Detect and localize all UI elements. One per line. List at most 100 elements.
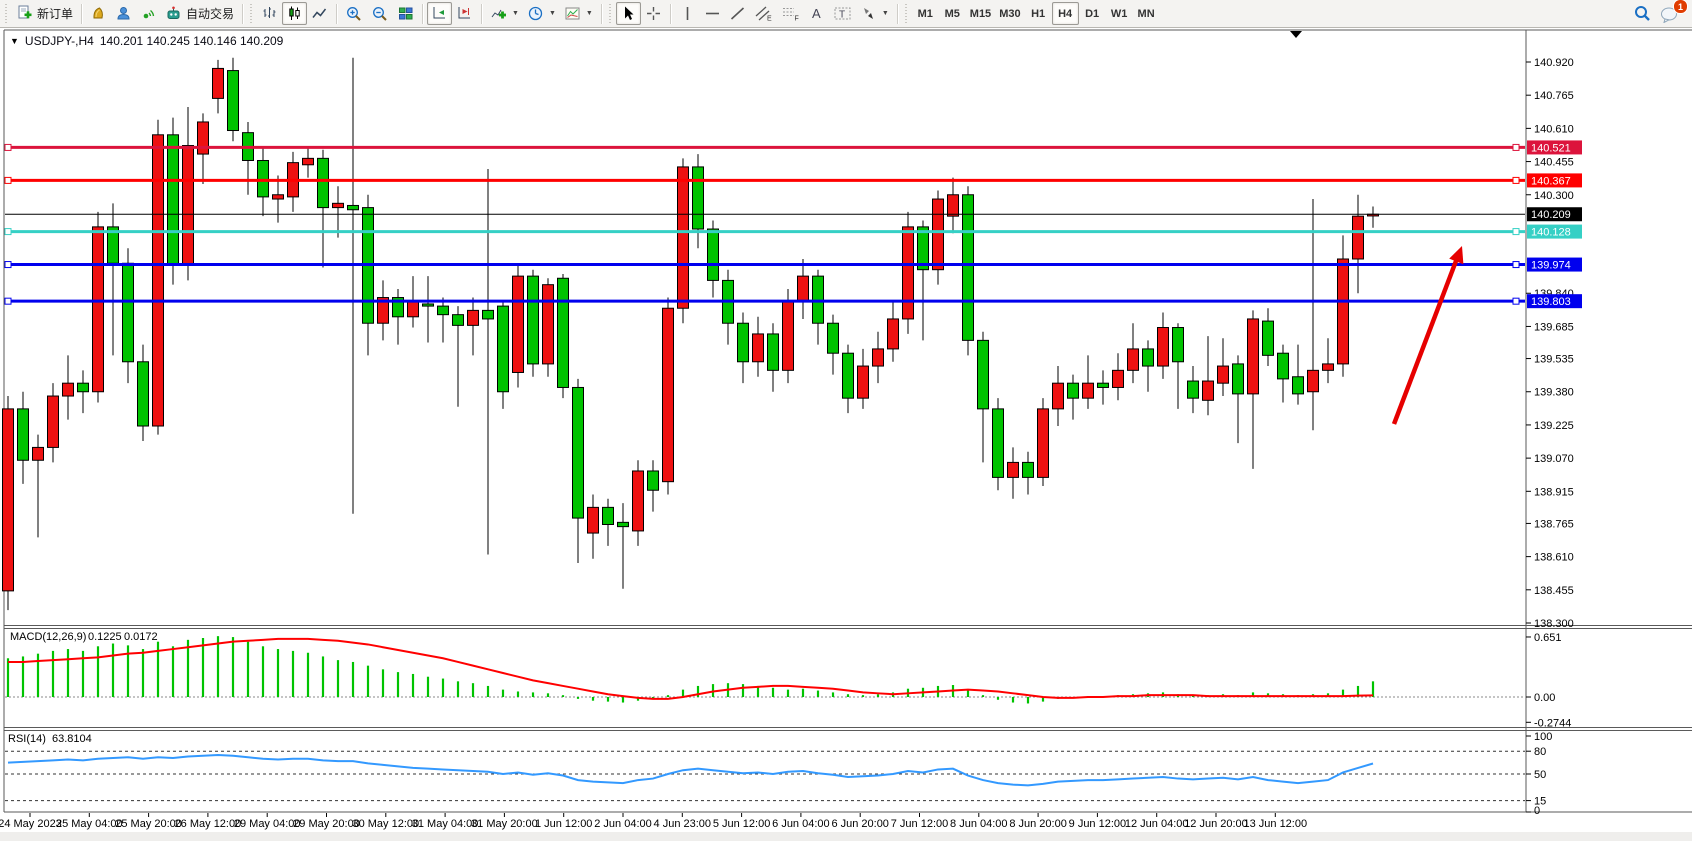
candles	[2, 57, 1379, 611]
price-badge-label: 140.367	[1531, 175, 1571, 187]
timeframe-m5-button[interactable]: M5	[939, 2, 966, 25]
toolbar-grip[interactable]	[4, 3, 9, 24]
trend-line-button[interactable]	[725, 2, 750, 25]
time-tick-label: 31 May 04:00	[412, 818, 479, 830]
candle-body	[1337, 258, 1349, 365]
candlestick-chart-button[interactable]	[282, 2, 308, 25]
chart-canvas[interactable]: 140.920 140.765 140.610 140.455 140.300 139.8…	[0, 28, 1692, 841]
chart-collapse-icon[interactable]: ▼	[10, 36, 19, 46]
chart-shift-marker[interactable]	[1290, 31, 1302, 38]
candle-body	[1307, 369, 1319, 393]
price-tick-label: 138.610	[1534, 552, 1574, 564]
price-badge	[1527, 294, 1582, 309]
candle-body	[167, 134, 179, 266]
fibonacci-button[interactable]: F	[777, 2, 804, 25]
price-tick-label: 139.535	[1534, 354, 1574, 366]
price-badges: 140.521 140.367 140.209 140.128 139.974 139.8…	[1527, 140, 1582, 309]
auto-scroll-button[interactable]	[427, 2, 453, 25]
text-button[interactable]: A	[804, 2, 829, 25]
candle-body	[782, 301, 794, 371]
chart-shift-button[interactable]	[452, 2, 477, 25]
indicators-button[interactable]: ▼	[486, 2, 523, 25]
line-handle[interactable]	[4, 143, 12, 151]
time-tick-label: 29 May 04:00	[234, 818, 301, 830]
new-order-button[interactable]: 新订单	[12, 2, 77, 25]
timeframe-mn-button[interactable]: MN	[1133, 2, 1160, 25]
line-handle[interactable]	[4, 297, 12, 305]
candle-body	[197, 121, 209, 155]
price-badge-label: 140.209	[1531, 209, 1571, 221]
macd-plot: MACD(12,26,9) 0.1225 0.0172	[6, 631, 1375, 704]
price-tick-label: 140.455	[1534, 157, 1574, 169]
notifications-button[interactable]: 1	[1656, 0, 1688, 25]
time-tick-label: 8 Jun 20:00	[1009, 818, 1067, 830]
arrow-object[interactable]	[1391, 246, 1464, 425]
search-button[interactable]	[1629, 2, 1656, 25]
price-tick-label: 139.225	[1534, 420, 1574, 432]
candle-body	[977, 339, 989, 410]
timeframe-d1-button[interactable]: D1	[1079, 2, 1106, 25]
line-objects[interactable]	[4, 143, 1525, 305]
candle-body	[797, 275, 809, 303]
template-icon	[565, 7, 580, 20]
line-handle[interactable]	[1512, 261, 1520, 269]
candle-body	[677, 166, 689, 309]
rsi-tick-label: 15	[1534, 796, 1546, 808]
price-tick-label: 138.300	[1534, 618, 1574, 630]
toolbar-grip[interactable]	[607, 3, 613, 24]
cursor-button[interactable]	[615, 2, 641, 25]
templates-button[interactable]: ▼	[560, 2, 597, 25]
signals-button[interactable]	[136, 2, 161, 25]
text-label-button[interactable]: T	[829, 2, 856, 25]
market-button[interactable]	[86, 2, 111, 25]
time-tick-label: 25 May 04:00	[56, 818, 123, 830]
clock-icon	[528, 6, 543, 21]
separator	[242, 3, 244, 24]
price-badge	[1527, 173, 1582, 188]
zoom-in-icon	[347, 6, 361, 21]
line-handle[interactable]	[4, 228, 12, 236]
line-handle[interactable]	[1512, 297, 1520, 305]
candle-body	[1097, 382, 1109, 388]
timeframe-m15-button[interactable]: M15	[966, 2, 995, 25]
candle-body	[1127, 348, 1139, 371]
arrows-button[interactable]: ▼	[856, 2, 893, 25]
separator	[336, 3, 338, 24]
timeframe-m30-button[interactable]: M30	[995, 2, 1024, 25]
equidistant-channel-button[interactable]: E	[750, 2, 777, 25]
community-button[interactable]	[111, 2, 136, 25]
vertical-line-button[interactable]	[675, 2, 700, 25]
candle-body	[47, 395, 59, 448]
timeframe-h1-button[interactable]: H1	[1025, 2, 1052, 25]
periods-button[interactable]: ▼	[523, 2, 560, 25]
line-handle[interactable]	[1512, 228, 1520, 236]
price-tick-label: 140.920	[1534, 57, 1574, 69]
line-handle[interactable]	[4, 176, 12, 184]
rsi-value-line	[7, 753, 1374, 787]
timeframe-m1-button[interactable]: M1	[912, 2, 939, 25]
toolbar-grip[interactable]	[903, 3, 909, 24]
line-chart-button[interactable]	[307, 2, 332, 25]
toolbar-grip[interactable]	[249, 3, 255, 24]
tile-windows-button[interactable]	[393, 2, 418, 25]
candle-body	[122, 262, 134, 363]
zoom-out-button[interactable]	[367, 2, 393, 25]
line-handle[interactable]	[4, 261, 12, 269]
candle-body	[647, 470, 659, 491]
community-icon	[117, 7, 130, 20]
auto-scroll-icon	[433, 7, 446, 19]
candle-body	[437, 305, 449, 316]
macd-signal-value: 0.0172	[124, 631, 158, 643]
timeframe-w1-button[interactable]: W1	[1106, 2, 1133, 25]
bar-chart-button[interactable]	[257, 2, 282, 25]
auto-trading-button[interactable]: 自动交易	[161, 2, 238, 25]
crosshair-button[interactable]	[641, 2, 666, 25]
line-handle[interactable]	[1512, 143, 1520, 151]
zoom-in-button[interactable]	[341, 2, 367, 25]
line-handle[interactable]	[1512, 176, 1520, 184]
timeframe-h4-button[interactable]: H4	[1051, 2, 1079, 25]
candle-body	[662, 307, 674, 483]
time-tick-label: 29 May 20:00	[293, 818, 360, 830]
horizontal-line-button[interactable]	[700, 2, 725, 25]
candle-body	[542, 284, 554, 365]
